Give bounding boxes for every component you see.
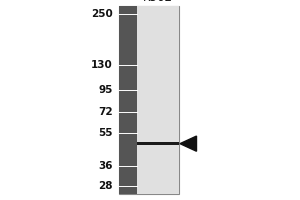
Text: 250: 250 xyxy=(91,9,112,19)
Text: 130: 130 xyxy=(91,60,112,70)
Bar xyxy=(136,6,178,194)
Bar xyxy=(118,6,178,194)
Bar xyxy=(136,142,178,145)
Text: 95: 95 xyxy=(98,85,112,95)
Polygon shape xyxy=(180,136,196,151)
Text: K562: K562 xyxy=(142,0,172,4)
Bar xyxy=(118,6,136,194)
Text: 72: 72 xyxy=(98,107,112,117)
Text: 55: 55 xyxy=(98,128,112,138)
Text: 36: 36 xyxy=(98,161,112,171)
Text: 28: 28 xyxy=(98,181,112,191)
